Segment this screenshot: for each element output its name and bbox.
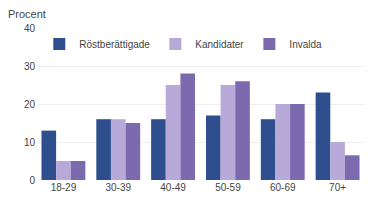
svg-text:10: 10 [24, 137, 36, 148]
svg-text:40-49: 40-49 [160, 182, 186, 193]
svg-text:70+: 70+ [329, 182, 346, 193]
svg-text:18-29: 18-29 [51, 182, 77, 193]
svg-text:40: 40 [24, 23, 36, 34]
svg-text:Kandidater: Kandidater [195, 39, 244, 50]
svg-text:30-39: 30-39 [105, 182, 131, 193]
svg-text:Procent: Procent [8, 8, 46, 20]
svg-text:50-59: 50-59 [215, 182, 241, 193]
svg-text:20: 20 [24, 99, 36, 110]
svg-text:Röstberättigade: Röstberättigade [79, 39, 150, 50]
svg-text:Invalda: Invalda [289, 39, 322, 50]
svg-text:30: 30 [24, 61, 36, 72]
svg-text:0: 0 [29, 175, 35, 186]
svg-text:60-69: 60-69 [270, 182, 296, 193]
